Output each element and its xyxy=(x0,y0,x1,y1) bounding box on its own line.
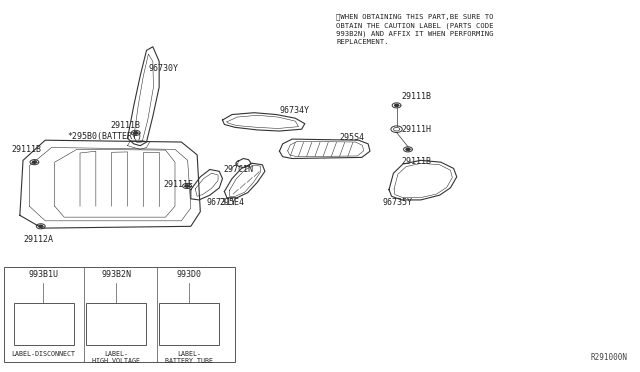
Text: 29111B: 29111B xyxy=(12,145,42,154)
Text: LABEL-DISCONNECT: LABEL-DISCONNECT xyxy=(12,351,76,357)
Text: 993D0: 993D0 xyxy=(177,270,202,279)
Text: 96734Y: 96734Y xyxy=(280,106,310,115)
Text: 29111H: 29111H xyxy=(402,125,431,134)
Text: 96735Y: 96735Y xyxy=(382,198,412,207)
Text: 993B2N: 993B2N xyxy=(101,270,131,279)
Text: 29111B: 29111B xyxy=(111,121,140,130)
Circle shape xyxy=(134,132,138,134)
Text: *295B0(BATTERY): *295B0(BATTERY) xyxy=(67,132,142,141)
Text: LABEL-
BATTERY TUBE: LABEL- BATTERY TUBE xyxy=(165,351,213,365)
Text: LABEL-
HIGH VOLTAGE: LABEL- HIGH VOLTAGE xyxy=(92,351,140,365)
Text: 29111E: 29111E xyxy=(164,180,193,189)
Circle shape xyxy=(33,161,36,163)
Text: 96730Y: 96730Y xyxy=(148,64,179,73)
Text: 297C1N: 297C1N xyxy=(224,165,253,174)
Bar xyxy=(86,303,147,346)
Circle shape xyxy=(185,185,189,187)
Circle shape xyxy=(395,104,399,106)
Text: R291000N: R291000N xyxy=(591,353,628,362)
Circle shape xyxy=(39,225,43,227)
Bar xyxy=(13,303,74,346)
Text: 29112A: 29112A xyxy=(23,235,53,244)
Text: 29111B: 29111B xyxy=(402,92,431,101)
Bar xyxy=(4,267,235,362)
Text: ※WHEN OBTAINING THIS PART,BE SURE TO
OBTAIN THE CAUTION LABEL (PARTS CODE
993B2N: ※WHEN OBTAINING THIS PART,BE SURE TO OBT… xyxy=(337,14,494,45)
Bar xyxy=(159,303,220,346)
Text: 29111B: 29111B xyxy=(402,157,431,166)
Text: 993B1U: 993B1U xyxy=(28,270,58,279)
Text: 96731Y: 96731Y xyxy=(207,198,237,207)
Text: 295E4: 295E4 xyxy=(220,198,244,207)
Circle shape xyxy=(406,148,410,150)
Text: 295S4: 295S4 xyxy=(340,133,365,142)
